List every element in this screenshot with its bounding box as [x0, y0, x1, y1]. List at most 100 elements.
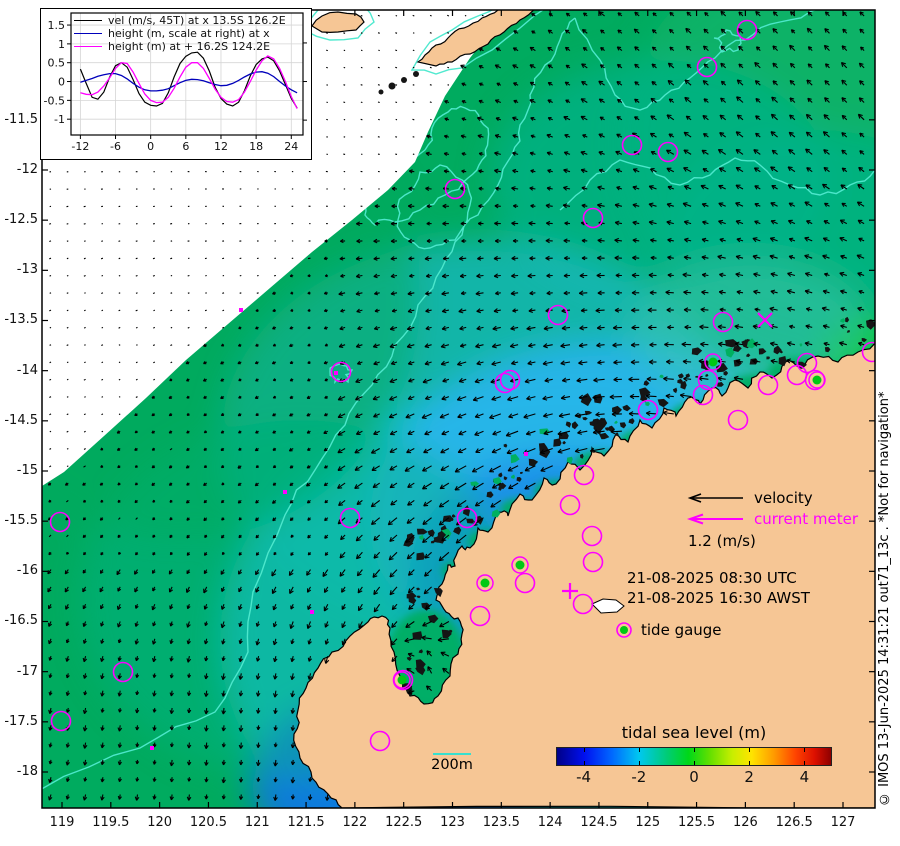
latitude-tick-label: -13 [16, 262, 38, 278]
longitude-tick-label: 123 [440, 815, 465, 830]
latitude-tick-label: -11.5 [4, 111, 38, 127]
current-meter-site [621, 134, 643, 156]
tide-gauge-site [708, 357, 718, 367]
inset-x-tick: 0 [147, 140, 154, 153]
inset-legend: vel (m/s, 45T) at x 13.5S 126.2E height (… [74, 14, 286, 53]
current-meter-site [49, 511, 71, 533]
current-meter-site [494, 372, 516, 394]
tide-gauge-site [812, 375, 822, 385]
current-meter-site [696, 56, 718, 78]
current-meter-legend-row: current meter [683, 508, 858, 529]
inset-x-tick: -12 [71, 140, 89, 153]
inset-x-tick: 6 [182, 140, 189, 153]
longitude-tick-label: 124.5 [580, 815, 618, 830]
current-meter-site [369, 730, 391, 752]
current-meter-arrow-icon [686, 513, 743, 524]
tide-gauge-site [397, 675, 407, 685]
longitude-tick-label: 122 [342, 815, 368, 830]
current-meter-site [736, 19, 758, 41]
current-meter-site [692, 384, 714, 406]
inset-legend-label: vel (m/s, 45T) at x 13.5S 126.2E [108, 14, 286, 27]
inset-legend-row: vel (m/s, 45T) at x 13.5S 126.2E [74, 14, 286, 27]
tide-gauge-site [515, 560, 525, 570]
timestamp-block: 21-08-2025 08:30 UTC 21-08-2025 16:30 AW… [627, 568, 810, 608]
colorbar-tick-label: -4 [576, 768, 592, 786]
current-meter-site [559, 494, 581, 516]
latitude-tick-label: -13.5 [4, 312, 38, 328]
inset-x-tick: -6 [110, 140, 121, 153]
latitude-tick-label: -14.5 [4, 412, 38, 428]
velocity-legend-row: velocity [683, 487, 858, 508]
current-meter-site [712, 311, 734, 333]
inset-legend-line-icon [74, 33, 102, 34]
current-meter-site [514, 572, 536, 594]
colorbar-gradient [556, 747, 832, 766]
longitude-tick-label: 120 [147, 815, 173, 830]
current-meter-site [657, 141, 679, 163]
vector-legend: velocity current meter 1.2 (m/s) [683, 487, 858, 550]
current-meter-site [786, 364, 808, 386]
isobath-line-icon [433, 753, 471, 755]
current-meter-label: current meter [754, 509, 858, 528]
longitude-tick-label: 119.5 [92, 815, 130, 830]
current-meter-site [547, 304, 569, 326]
current-meter-site [456, 507, 478, 529]
inset-y-left-tick: -0.5 [44, 94, 65, 107]
inset-y-left-tick: 0 [58, 76, 65, 89]
current-meter-site [572, 593, 594, 615]
latitude-tick-label: -15.5 [4, 513, 38, 529]
current-meter-site [50, 710, 72, 732]
current-meter-site [582, 551, 604, 573]
latitude-tick-label: -16 [16, 563, 38, 579]
current-meter-site [727, 409, 749, 431]
current-meter-site [469, 605, 491, 627]
longitude-tick-label: 126.5 [775, 815, 813, 830]
colorbar: tidal sea level (m) -4 -2 0 2 4 [556, 723, 832, 786]
inset-legend-line-icon [74, 20, 102, 21]
longitude-tick-label: 125.5 [677, 815, 716, 830]
latitude-tick-label: -15 [16, 462, 38, 478]
colorbar-tick-label: -2 [631, 768, 647, 786]
attribution-text: © IMOS 13-Jun-2025 14:31:21 out71_13c . … [877, 391, 892, 806]
colorbar-tick-label: 4 [799, 768, 810, 786]
longitude-tick-label: 120.5 [189, 815, 228, 830]
current-meter-site [582, 207, 604, 229]
current-meter-site [112, 661, 134, 683]
colorbar-tick-labels: -4 -2 0 2 4 [556, 768, 832, 786]
current-meter-site [499, 369, 521, 391]
current-meter-site [637, 399, 659, 421]
latitude-tick-label: -18 [16, 763, 38, 779]
current-meter-site [330, 361, 352, 383]
tide-gauge-site [480, 578, 490, 588]
current-meter-site [444, 178, 466, 200]
inset-y-left-tick: -1 [54, 113, 65, 126]
inset-x-tick: 18 [249, 140, 263, 153]
colorbar-title: tidal sea level (m) [621, 723, 767, 742]
inset-legend-row: height (m, scale at right) at x [74, 27, 286, 40]
longitude-tick-label: 125 [635, 815, 661, 830]
latitude-tick-label: -12.5 [4, 212, 38, 228]
longitude-tick-label: 121 [244, 815, 270, 830]
current-meter-site [581, 525, 603, 547]
inset-x-tick: 24 [284, 140, 298, 153]
latitude-tick-label: -14 [16, 362, 38, 378]
velocity-arrow-icon [687, 492, 743, 503]
colorbar-tick-label: 0 [689, 768, 699, 786]
latitude-tick-label: -17 [16, 663, 38, 679]
velocity-label: velocity [754, 488, 813, 507]
inset-legend-line-icon [74, 46, 102, 47]
current-meter-site [573, 464, 595, 486]
latitude-tick-label: -17.5 [4, 713, 38, 729]
longitude-tick-label: 121.5 [287, 815, 325, 830]
inset-y-left-tick: 1 [58, 38, 65, 51]
inset-legend-label: height (m, scale at right) at x [108, 27, 270, 40]
current-meter-site [339, 507, 361, 529]
isobath-label: 200m [431, 757, 473, 773]
current-meter-site [861, 341, 875, 363]
latitude-tick-label: -12 [16, 162, 38, 177]
tide-gauge-legend: tide gauge [615, 621, 722, 639]
velocity-scale-label: 1.2 (m/s) [688, 532, 756, 550]
longitude-tick-label: 127 [830, 815, 856, 830]
